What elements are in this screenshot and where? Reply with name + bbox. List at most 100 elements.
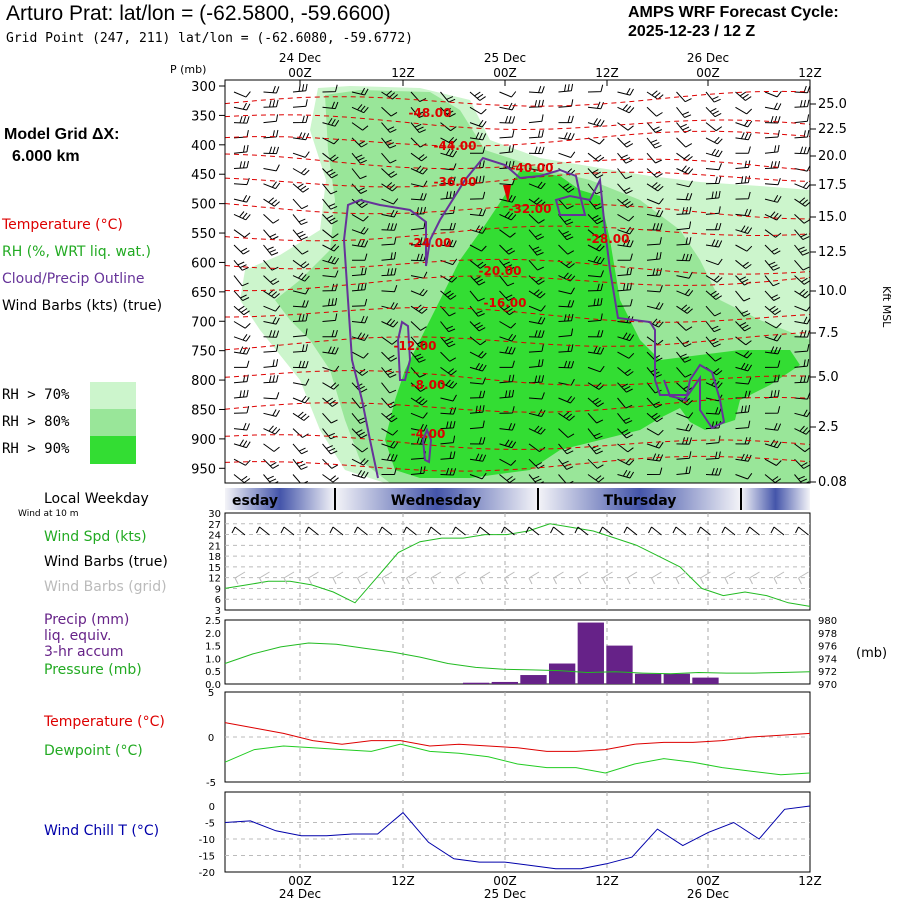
wind-barb	[794, 275, 810, 285]
temperature-tick-label: -5	[206, 778, 216, 789]
wind-barb	[381, 182, 398, 192]
isotherm-line	[225, 114, 810, 131]
wind-barb	[351, 332, 369, 341]
wind-barb	[558, 328, 574, 338]
wind-barb	[794, 375, 810, 384]
weekday-band	[225, 488, 810, 510]
pressure-tick-label: 650	[191, 286, 216, 301]
wind-barb	[499, 130, 515, 139]
wind-barb	[676, 271, 693, 279]
wind-barb	[292, 214, 308, 226]
wind-barb	[646, 137, 662, 149]
wind-barb	[587, 313, 603, 322]
isotherm-label: -28.00	[587, 232, 630, 246]
wind-barb	[705, 239, 723, 248]
wind-barb	[705, 106, 722, 118]
wind-barb	[440, 239, 457, 248]
wind-barb	[617, 183, 633, 194]
wind-barb	[764, 275, 780, 287]
wind-barb	[381, 237, 397, 246]
precip-bar	[606, 645, 633, 684]
height-tick-label: 17.5	[818, 178, 847, 193]
wind-barb	[440, 420, 456, 430]
precip-bar	[520, 675, 547, 684]
wind-barb	[676, 412, 694, 419]
wind-barb	[558, 151, 576, 158]
wind-barb	[617, 87, 634, 96]
wind-barb	[705, 321, 721, 333]
wind-barb	[676, 237, 692, 246]
wind-barb	[263, 392, 280, 400]
wind-barb	[233, 389, 249, 399]
wind-barb	[676, 221, 692, 231]
bottom-time-label: 12Z	[798, 874, 822, 888]
wind-barb	[381, 285, 398, 293]
top-time-label: 00Z	[493, 66, 517, 80]
wind-barb	[322, 229, 339, 239]
wind-barb	[705, 305, 722, 317]
weekday-thursday: Thursday	[604, 493, 677, 509]
wind-barb	[587, 118, 605, 127]
wind-barb	[292, 360, 309, 369]
wind-barb	[322, 270, 339, 278]
wind-barb	[499, 229, 516, 238]
wind-barb	[528, 214, 545, 224]
wind-barb	[440, 148, 458, 158]
wind-barb	[705, 163, 722, 171]
surface-wind-barb	[672, 526, 687, 536]
surface-wind-barb	[427, 526, 442, 536]
isotherm-label: -36.00	[434, 175, 477, 189]
wind-barb	[440, 136, 458, 145]
wind-barb	[587, 474, 605, 483]
wind-barb	[587, 214, 604, 225]
wind-barb	[292, 411, 310, 421]
temperature-legend: Temperature (°C)	[2, 217, 123, 233]
rh80-swatch	[90, 409, 136, 436]
wind-barbs-grid-legend: Wind Barbs (grid)	[44, 579, 167, 595]
precip-tick-label: 2.5	[205, 616, 221, 627]
wind-barb	[676, 106, 692, 118]
windchill-tick-label: -5	[205, 819, 215, 830]
precip-bar	[663, 673, 690, 684]
wind-barb	[735, 405, 751, 414]
grid-wind-barb	[577, 571, 589, 585]
pressure-legend: Pressure (mb)	[44, 662, 142, 678]
wind-barb	[469, 175, 485, 185]
wind-barb	[292, 458, 308, 470]
wind-barb	[440, 91, 456, 103]
wind-barb	[263, 164, 280, 172]
wind-barb	[499, 244, 516, 255]
rh70-legend: RH > 70%	[2, 387, 70, 403]
wind-barb	[735, 350, 753, 359]
wind-barb	[233, 474, 251, 483]
wind-barb	[351, 443, 369, 453]
wind-barb	[322, 255, 340, 265]
wind-barb	[794, 99, 810, 108]
wind-barb	[528, 289, 546, 299]
wind-barb	[440, 435, 456, 445]
wind-barb	[263, 244, 279, 256]
wind-barb	[292, 168, 310, 176]
wind-barb	[587, 458, 604, 469]
wind-barb	[263, 443, 280, 452]
wind-at-label: Wind at 10 m	[18, 509, 79, 519]
wind-barb	[410, 321, 427, 331]
pressure-tick-label: 500	[191, 198, 216, 213]
wind-barb	[263, 85, 280, 94]
wind-barb	[617, 469, 635, 479]
wind-barb	[794, 229, 810, 241]
wind-barb	[499, 195, 516, 203]
wind-barb	[676, 288, 694, 297]
wind-speed-tick-label: 3	[215, 606, 221, 617]
wind-barb	[410, 367, 427, 378]
wind-barb	[735, 362, 753, 372]
wind-barb	[676, 451, 692, 460]
wind-barb	[322, 198, 338, 210]
surface-wind-barb	[231, 526, 246, 536]
wind-barb	[233, 290, 250, 302]
surface-wind-barb	[403, 526, 417, 536]
wind-speed-tick-label: 18	[208, 552, 221, 563]
wind-barb	[381, 267, 397, 277]
wind-barb	[794, 443, 810, 453]
wind-barb	[764, 144, 780, 154]
